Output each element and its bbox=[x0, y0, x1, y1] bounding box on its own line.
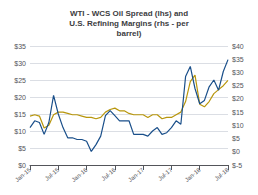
svg-text:$20: $20 bbox=[14, 94, 26, 101]
svg-text:barrel): barrel) bbox=[117, 29, 142, 38]
svg-text:$20: $20 bbox=[232, 95, 244, 102]
svg-text:$35: $35 bbox=[232, 56, 244, 63]
svg-text:$15: $15 bbox=[232, 109, 244, 116]
svg-text:Jan-18: Jan-18 bbox=[184, 166, 202, 183]
svg-text:$30: $30 bbox=[14, 60, 26, 67]
svg-text:$10: $10 bbox=[14, 128, 26, 135]
svg-text:$5: $5 bbox=[18, 145, 26, 152]
svg-text:$10: $10 bbox=[232, 122, 244, 129]
svg-text:Jul-16: Jul-16 bbox=[100, 166, 117, 182]
svg-text:Jul-15: Jul-15 bbox=[44, 166, 61, 182]
svg-text:Jul-18: Jul-18 bbox=[214, 166, 231, 182]
svg-text:$40: $40 bbox=[232, 43, 244, 50]
svg-text:Jul-17: Jul-17 bbox=[157, 166, 174, 182]
svg-text:$30: $30 bbox=[232, 69, 244, 76]
svg-text:Jan-17: Jan-17 bbox=[127, 166, 145, 183]
svg-text:$-5: $-5 bbox=[232, 162, 242, 169]
svg-text:U.S. Refining Margins (rhs - p: U.S. Refining Margins (rhs - per bbox=[69, 19, 189, 28]
svg-text:$0: $0 bbox=[18, 162, 26, 169]
svg-text:$35: $35 bbox=[14, 43, 26, 50]
svg-text:$0: $0 bbox=[232, 148, 240, 155]
svg-text:Jan-15: Jan-15 bbox=[14, 166, 32, 183]
svg-text:Jan-16: Jan-16 bbox=[71, 166, 89, 183]
svg-text:$5: $5 bbox=[232, 135, 240, 142]
svg-text:$25: $25 bbox=[14, 77, 26, 84]
svg-text:WTI - WCS Oil Spread (lhs) and: WTI - WCS Oil Spread (lhs) and bbox=[70, 9, 188, 18]
svg-text:$25: $25 bbox=[232, 82, 244, 89]
svg-text:$15: $15 bbox=[14, 111, 26, 118]
